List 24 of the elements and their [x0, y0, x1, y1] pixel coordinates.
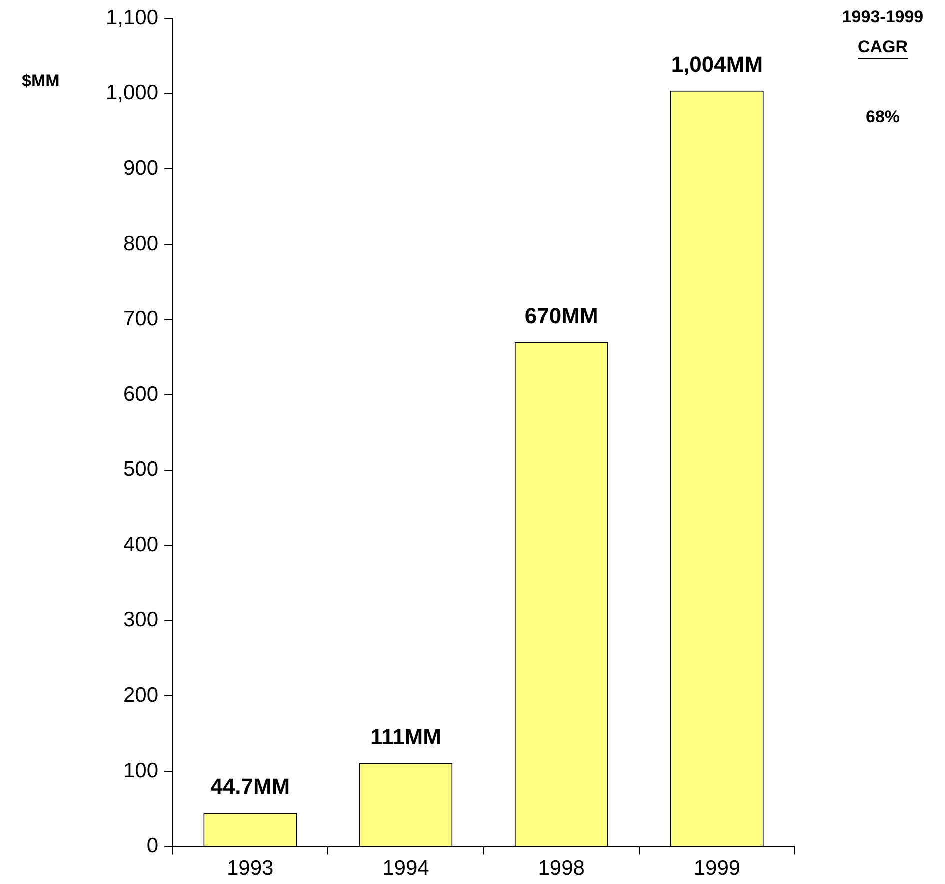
x-tick-label: 1993: [227, 857, 274, 880]
y-tick-label: 1,000: [106, 82, 159, 105]
y-tick-label: 0: [146, 834, 159, 858]
x-tick-label: 1994: [382, 857, 430, 880]
y-tick-label: 300: [124, 608, 159, 632]
text: 1993-1999: [842, 8, 924, 27]
text: CAGR: [858, 38, 908, 57]
x-tick-label: 1999: [694, 857, 741, 880]
y-tick-label: 500: [124, 458, 159, 482]
y-tick-label: 200: [124, 684, 159, 708]
y-tick-label: 700: [124, 308, 159, 331]
y-tick-label: 400: [124, 533, 159, 556]
y-axis-title: $MM: [22, 72, 60, 91]
data-label: 44.7MM: [210, 774, 290, 800]
y-tick-label: 600: [124, 382, 159, 406]
y-tick-label: 900: [124, 156, 159, 180]
x-tick-label: 1998: [538, 857, 585, 880]
data-label: 670MM: [524, 303, 598, 328]
y-tick-label: 100: [124, 759, 159, 782]
data-label: 1,004MM: [671, 52, 764, 77]
data-label: 111MM: [370, 724, 442, 750]
text: 68%: [866, 108, 900, 127]
y-tick-label: 800: [124, 232, 159, 256]
y-tick-label: 1,100: [106, 6, 159, 30]
